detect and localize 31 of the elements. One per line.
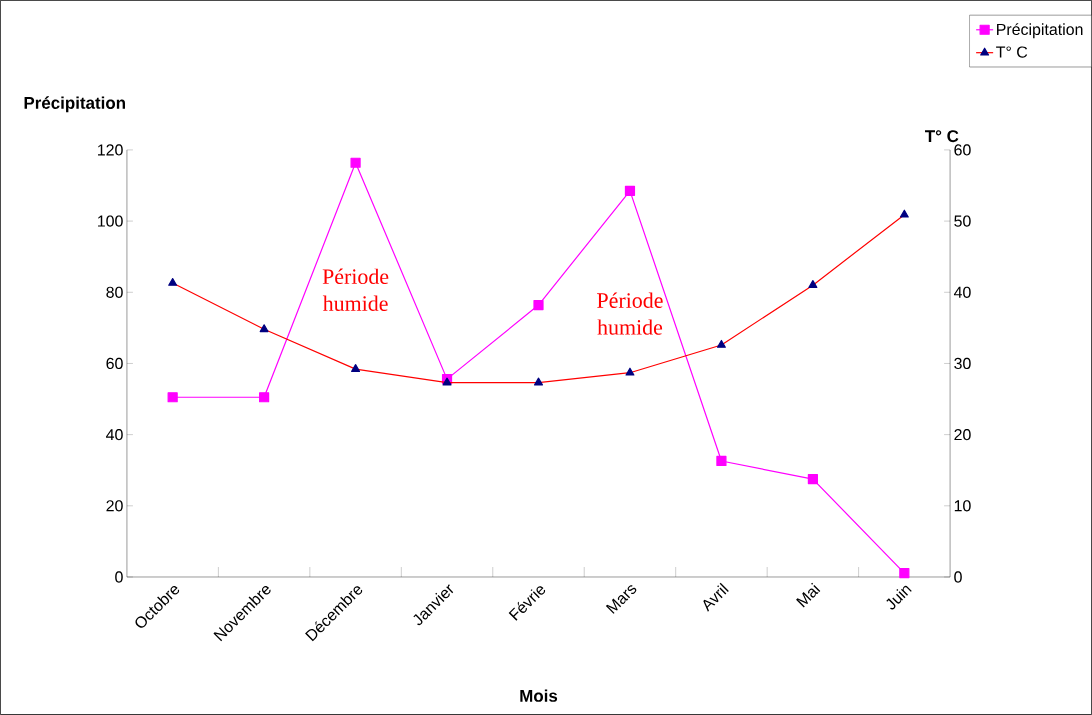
- y2-tick-label: 0: [954, 571, 962, 583]
- legend-label: T° C: [996, 46, 1028, 58]
- y-tick-label: 0: [115, 571, 123, 583]
- annotation: Période humide: [597, 292, 663, 335]
- y2-tick-label: 10: [954, 500, 971, 512]
- y2-tick-label: 30: [954, 357, 971, 370]
- y-tick-label: 40: [106, 429, 123, 441]
- legend-label: Précipitation: [997, 23, 1083, 39]
- y-tick-label: 60: [106, 357, 123, 370]
- y2-tick-label: 50: [954, 215, 971, 227]
- point: [716, 455, 727, 467]
- y-tick-label: 100: [98, 215, 123, 227]
- y2-tick-label: 20: [954, 429, 971, 441]
- y-tick-label: 120: [98, 144, 123, 156]
- point: [350, 157, 361, 168]
- x-axis-title: Mois: [520, 689, 558, 702]
- point: [167, 392, 178, 403]
- point: [624, 185, 636, 196]
- y2-axis-title: T° C: [925, 130, 959, 143]
- point: [899, 568, 910, 579]
- y2-tick-label: 60: [954, 144, 971, 156]
- x-tick-label: Mai: [796, 582, 821, 608]
- y-tick-label: 80: [106, 286, 123, 298]
- point: [259, 392, 270, 403]
- x-tick-label: Juin: [886, 585, 912, 610]
- y-tick-label: 20: [106, 500, 123, 512]
- y2-tick-label: 40: [953, 286, 971, 298]
- annotation: Période humide: [322, 268, 389, 311]
- point: [533, 300, 544, 311]
- point: [807, 474, 818, 485]
- y-axis-title: Précipitation: [24, 96, 125, 113]
